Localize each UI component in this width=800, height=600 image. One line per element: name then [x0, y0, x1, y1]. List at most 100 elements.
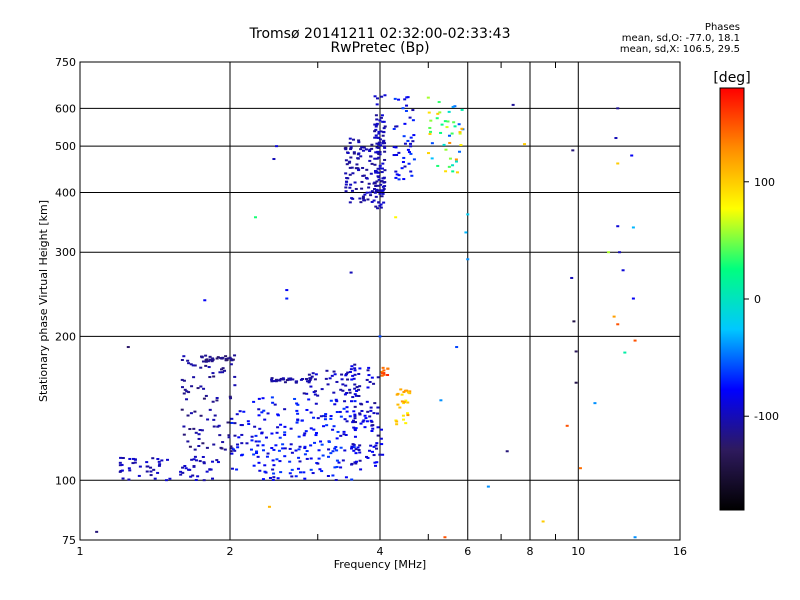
echo-point: [295, 409, 299, 412]
echo-point: [359, 468, 363, 471]
echo-point: [341, 383, 345, 386]
echo-point: [318, 468, 322, 471]
echo-point: [307, 373, 311, 376]
echo-point: [374, 444, 378, 447]
echo-point: [351, 374, 355, 377]
echo-point: [397, 174, 401, 177]
echo-point: [255, 452, 259, 455]
echo-point: [348, 137, 352, 140]
echo-point: [337, 461, 341, 464]
echo-point: [291, 378, 295, 381]
echo-point: [355, 163, 359, 166]
echo-point: [128, 457, 132, 460]
echo-point: [300, 419, 304, 422]
echo-point: [406, 401, 410, 404]
echo-point: [374, 128, 378, 131]
echo-point: [230, 452, 234, 455]
echo-point: [323, 418, 327, 421]
echo-point: [338, 410, 342, 413]
echo-point: [227, 434, 231, 437]
echo-point: [156, 471, 160, 474]
echo-point: [215, 399, 219, 402]
echo-point: [294, 475, 298, 478]
echo-point: [156, 458, 160, 461]
echo-point: [368, 449, 372, 452]
echo-point: [633, 536, 637, 539]
echo-point: [249, 448, 253, 451]
echo-point: [262, 449, 266, 452]
echo-point: [351, 396, 355, 399]
echo-point: [381, 134, 385, 137]
echo-point: [353, 393, 357, 396]
echo-point: [339, 434, 343, 437]
echo-point: [336, 430, 340, 433]
echo-point: [204, 360, 208, 363]
echo-point: [439, 131, 443, 134]
echo-point: [352, 377, 356, 380]
echo-point: [287, 377, 291, 380]
echo-point: [382, 373, 386, 376]
echo-point: [383, 169, 387, 172]
echo-point: [179, 470, 183, 473]
echo-point: [133, 461, 137, 464]
echo-point: [256, 455, 260, 458]
echo-point: [205, 470, 209, 473]
echo-point: [246, 420, 250, 423]
echo-point: [464, 231, 468, 234]
echo-point: [257, 397, 261, 400]
echo-point: [382, 131, 386, 134]
echo-point: [380, 95, 384, 98]
echo-point: [184, 467, 188, 470]
echo-point: [325, 424, 329, 427]
echo-point: [131, 457, 135, 460]
echo-point: [326, 455, 330, 458]
echo-point: [375, 103, 379, 106]
echo-point: [348, 201, 352, 204]
echo-point: [349, 156, 353, 159]
echo-point: [376, 175, 380, 178]
echo-point: [358, 459, 362, 462]
echo-point: [377, 189, 381, 192]
echo-point: [229, 397, 233, 400]
echo-point: [358, 367, 362, 370]
echo-point: [226, 357, 230, 360]
echo-point: [380, 180, 384, 183]
echo-point: [187, 362, 191, 365]
echo-point: [278, 436, 282, 439]
echo-point: [353, 367, 357, 370]
echo-point: [368, 159, 372, 162]
echo-point: [285, 297, 289, 300]
echo-point: [236, 443, 240, 446]
echo-point: [220, 447, 224, 450]
echo-point: [289, 377, 293, 380]
echo-point: [322, 425, 326, 428]
echo-point: [309, 468, 313, 471]
echo-point: [381, 192, 385, 195]
echo-point: [312, 428, 316, 431]
echo-point: [376, 150, 380, 153]
echo-point: [370, 147, 374, 150]
echo-point: [302, 392, 306, 395]
echo-point: [276, 477, 280, 480]
echo-point: [271, 478, 275, 481]
echo-point: [283, 433, 287, 436]
echo-point: [263, 464, 267, 467]
echo-point: [466, 213, 470, 216]
echo-point: [379, 116, 383, 119]
echo-point: [330, 374, 334, 377]
echo-point: [353, 387, 357, 390]
echo-point: [343, 418, 347, 421]
echo-point: [198, 428, 202, 431]
echo-point: [380, 167, 384, 170]
colorbar-tick-label: 100: [754, 176, 775, 189]
echo-point: [377, 143, 381, 146]
echo-point: [354, 421, 358, 424]
echo-point: [395, 173, 399, 176]
echo-point: [375, 146, 379, 149]
echo-point: [352, 449, 356, 452]
echo-point: [405, 104, 409, 107]
echo-point: [344, 172, 348, 175]
echo-point: [254, 440, 258, 443]
echo-point: [145, 461, 149, 464]
echo-point: [352, 151, 356, 154]
